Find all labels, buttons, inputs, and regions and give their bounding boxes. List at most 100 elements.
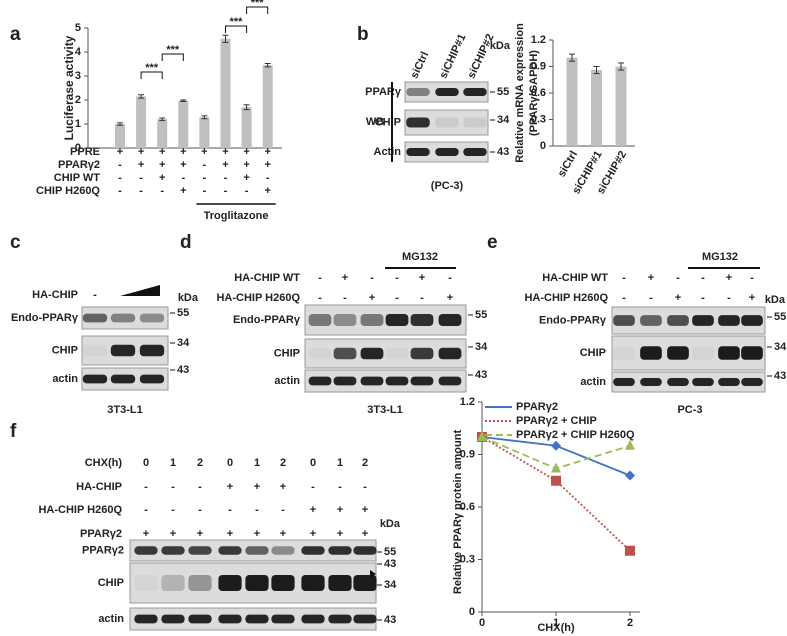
marker [551,440,561,451]
blot-band [271,546,295,555]
lane-sign: - [343,292,347,304]
lane-sign: 1 [337,457,343,469]
blot-band [134,546,158,555]
lane-sign: 2 [362,457,368,469]
lane-sign: + [648,272,654,284]
size-marker: 55 [774,311,786,323]
lane-row-label: HA-CHIP H260Q [524,292,608,304]
panel-letter: d [180,232,192,253]
condition-sign: + [264,185,270,197]
legend-label: PPARγ2 + CHIP H260Q [516,429,635,441]
condition-sign: - [203,159,207,171]
lane-sign: + [254,528,260,540]
y-axis-label: Luciferase activity [62,35,76,140]
condition-sign: + [264,159,270,171]
lane-sign: - [649,292,653,304]
lane-sign: 2 [197,457,203,469]
blot-band [308,376,332,386]
blot-band [218,575,242,591]
blot-band [134,614,158,624]
band-label: Endo-PPARγ [233,314,301,326]
blot-band [328,546,352,555]
significance-bracket [246,6,269,14]
blot-band [308,347,332,360]
condition-sign: + [159,146,165,158]
blot-band [410,376,434,386]
band-label: actin [52,373,78,385]
lane-sign: - [198,481,202,493]
marker [625,470,635,481]
blot-band [245,614,269,624]
band-label: Endo-PPARγ [539,314,607,326]
blot-band [667,315,689,326]
significance-bracket [140,71,163,79]
blot-band [741,346,763,360]
significance-label: *** [166,44,180,56]
bar [591,70,602,146]
band-label: actin [98,613,124,625]
y-tick-label: 3 [75,70,81,82]
lane-sign: + [362,528,368,540]
y-tick-label: 0.6 [460,501,475,513]
blot-band [333,347,357,360]
significance-label: *** [251,0,265,9]
condition-sign: - [224,185,228,197]
y-tick-label: 0 [75,142,81,154]
cell-line-label: 3T3-L1 [367,404,402,416]
significance-label: *** [230,16,244,28]
size-marker: 55 [497,86,509,98]
significance-bracket [225,25,248,33]
lane-sign: - [281,504,285,516]
blot-band [692,315,714,326]
group-label: Troglitazone [204,210,269,222]
lane-sign: - [198,504,202,516]
lane-row-label: HA-CHIP [76,481,122,493]
band-label: CHIP [98,577,124,589]
lane-sign: + [280,481,286,493]
marker [625,439,635,450]
blot-band [667,378,689,386]
blot-band [438,376,462,386]
blot-band [139,344,165,357]
condition-sign: - [224,172,228,184]
lane-sign: - [370,272,374,284]
bar [241,107,252,148]
blot-band [640,378,662,386]
condition-sign: + [243,172,249,184]
lane-sign: 1 [170,457,176,469]
y-tick-label: 0.6 [531,87,546,99]
lane-sign: - [701,272,705,284]
significance-label: *** [145,62,159,74]
size-marker: 55 [384,546,396,558]
panel-letter: c [10,232,21,253]
blot-band [360,376,384,386]
blot-band [406,88,430,96]
blot-band [110,344,136,357]
lane-row-label: PPARγ2 [80,528,122,540]
lane-sign: 0 [227,457,233,469]
panel-letter: e [487,232,498,253]
blot-band [161,575,185,591]
lane-row-label: HA-CHIP [32,289,78,301]
condition-label: PPARγ2 [58,159,100,171]
lane-sign: - [171,481,175,493]
blot-band [435,117,459,128]
cell-line-label: PC-3 [677,404,702,416]
blot-band [718,378,740,386]
size-marker: 34 [475,341,488,353]
blot-band [245,546,269,555]
legend-label: PPARγ2 [516,401,558,413]
bar [178,100,189,148]
blot-band [333,376,357,386]
condition-sign: - [245,185,249,197]
cell-line-label: (PC-3) [431,180,464,192]
blot-band [692,378,714,386]
condition-sign: + [138,159,144,171]
lane-sign: + [419,272,425,284]
lane-sign: + [197,528,203,540]
kda-label: kDa [765,294,786,306]
blot-band [301,614,325,624]
cell-line-label: 3T3-L1 [107,404,142,416]
blot-band [406,148,430,156]
wedge [120,285,160,296]
